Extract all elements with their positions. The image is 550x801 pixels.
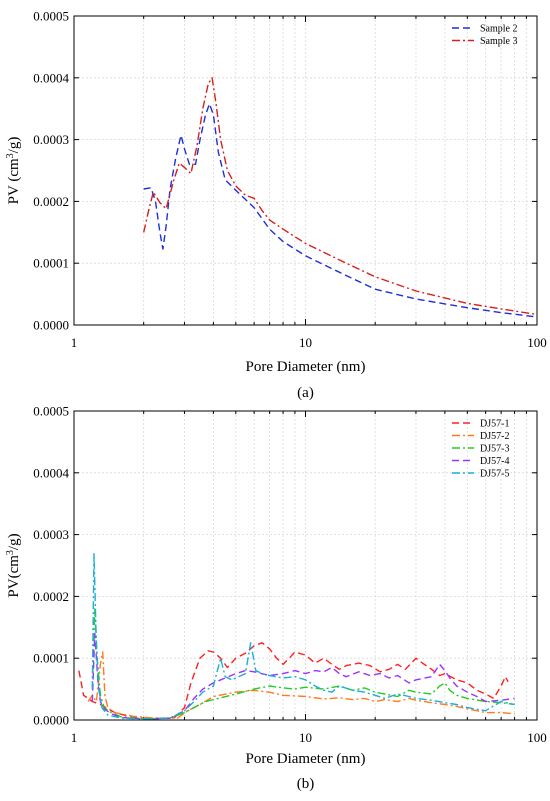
x-tick-label: 100 bbox=[527, 730, 547, 745]
series-line-dj57-3 bbox=[91, 608, 515, 720]
y-tick-label: 0.0002 bbox=[33, 194, 69, 209]
y-tick-label: 0.0003 bbox=[33, 132, 69, 147]
y-tick-label: 0.0001 bbox=[33, 651, 69, 666]
x-tick-label: 10 bbox=[299, 730, 312, 745]
legend-label: DJ57-1 bbox=[480, 419, 509, 430]
legend-label: DJ57-3 bbox=[480, 444, 509, 455]
y-tick-label: 0.0000 bbox=[33, 713, 69, 728]
y-axis-title-superscript: 3 bbox=[5, 550, 16, 555]
x-axis-title: Pore Diameter (nm) bbox=[246, 359, 366, 375]
legend-label: DJ57-5 bbox=[480, 469, 509, 480]
series-line-dj57-1 bbox=[78, 642, 509, 720]
series-group bbox=[143, 77, 537, 318]
panel-label: (b) bbox=[297, 776, 315, 792]
y-axis-title: PV (cm3/g) bbox=[5, 137, 22, 205]
series-line-dj57-2 bbox=[87, 651, 515, 719]
x-axis-title: Pore Diameter (nm) bbox=[246, 751, 366, 767]
series-line-dj57-5 bbox=[91, 552, 515, 720]
series-line-sample-2 bbox=[143, 103, 537, 318]
legend-label: Sample 2 bbox=[480, 24, 518, 35]
series-line-dj57-4 bbox=[91, 632, 515, 720]
chart-panel-a: 0.0000 0.0001 0.0002 0.0003 0.0004 0.0005 1 10 1… bbox=[5, 9, 547, 402]
y-tick-label: 0.0002 bbox=[33, 589, 69, 604]
y-tick-label: 0.0004 bbox=[33, 70, 69, 85]
y-tick-label: 0.0000 bbox=[33, 318, 69, 333]
y-axis-title-superscript: 3 bbox=[5, 153, 16, 158]
plot-frame bbox=[73, 15, 538, 326]
y-axis-title-main: PV (cm bbox=[6, 158, 22, 204]
panel-label: (a) bbox=[297, 385, 314, 401]
legend-label: Sample 3 bbox=[480, 36, 518, 47]
y-axis-title-main: PV(cm bbox=[6, 555, 22, 598]
chart-panel-b: 0.0000 0.0001 0.0002 0.0003 0.0004 0.0005 1 10 1… bbox=[5, 404, 547, 793]
series-group bbox=[78, 552, 515, 720]
y-tick-label: 0.0001 bbox=[33, 256, 69, 271]
y-axis-title-end: /g) bbox=[6, 137, 22, 154]
y-tick-label: 0.0004 bbox=[33, 465, 69, 480]
gridlines bbox=[74, 411, 537, 720]
y-tick-label: 0.0003 bbox=[33, 527, 69, 542]
x-tick-label: 100 bbox=[527, 335, 547, 350]
x-tick-label: 1 bbox=[71, 335, 78, 350]
gridlines bbox=[74, 16, 537, 325]
legend-label: DJ57-2 bbox=[480, 431, 509, 442]
y-axis-title-end: /g) bbox=[6, 533, 22, 550]
legend-label: DJ57-4 bbox=[480, 456, 509, 467]
y-tick-label: 0.0005 bbox=[33, 9, 69, 24]
y-tick-label: 0.0005 bbox=[33, 404, 69, 419]
x-tick-label: 10 bbox=[299, 335, 312, 350]
series-line-sample-3 bbox=[143, 77, 537, 316]
x-tick-label: 1 bbox=[71, 730, 78, 745]
y-axis-title: PV(cm3/g) bbox=[5, 533, 22, 597]
